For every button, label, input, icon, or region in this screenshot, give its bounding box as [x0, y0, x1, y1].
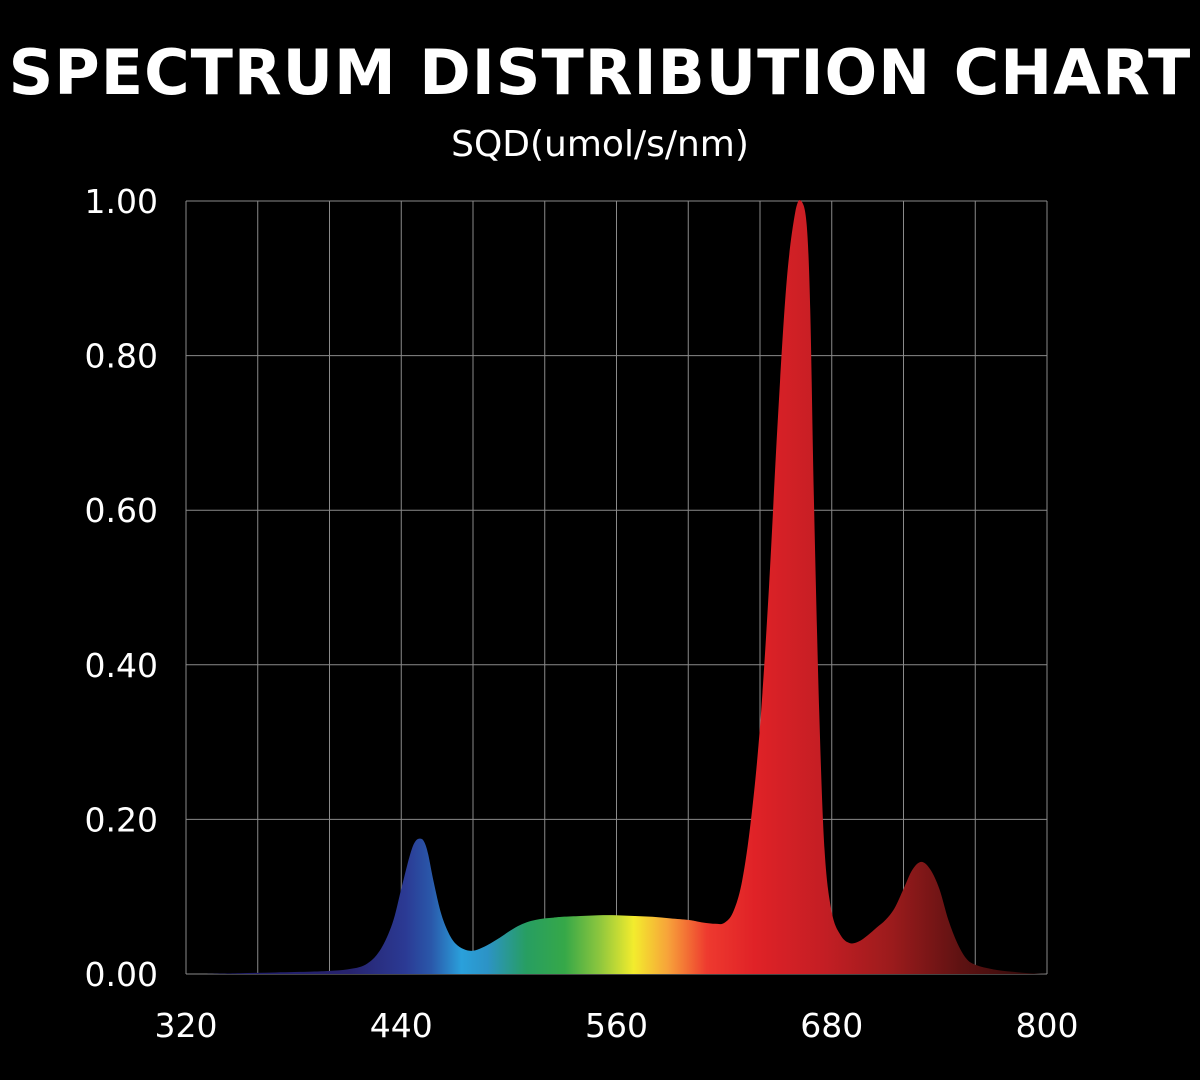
- chart-title: SPECTRUM DISTRIBUTION CHART: [8, 36, 1192, 109]
- series-layer: [203, 199, 1047, 974]
- x-tick-label: 800: [1016, 1006, 1079, 1045]
- y-axis-label: SQD(umol/s/nm): [451, 124, 749, 165]
- y-tick-label: 1.00: [85, 182, 158, 221]
- y-tick-label: 0.20: [85, 800, 158, 839]
- y-tick-label: 0.80: [85, 337, 158, 376]
- grid: [185, 200, 1048, 975]
- y-tick-label: 0.60: [85, 491, 158, 530]
- x-tick-label: 680: [800, 1006, 863, 1045]
- spectrum-area-series-0: [203, 199, 1047, 974]
- x-tick-label: 320: [155, 1006, 218, 1045]
- y-tick-label: 0.00: [85, 955, 158, 994]
- y-axis-ticks: 0.00 0.20 0.40 0.60 0.80 1.00: [85, 182, 158, 994]
- x-tick-label: 560: [585, 1006, 648, 1045]
- x-tick-label: 440: [370, 1006, 433, 1045]
- x-axis-ticks: 320 440 560 680 800: [155, 1006, 1079, 1045]
- y-tick-label: 0.40: [85, 646, 158, 685]
